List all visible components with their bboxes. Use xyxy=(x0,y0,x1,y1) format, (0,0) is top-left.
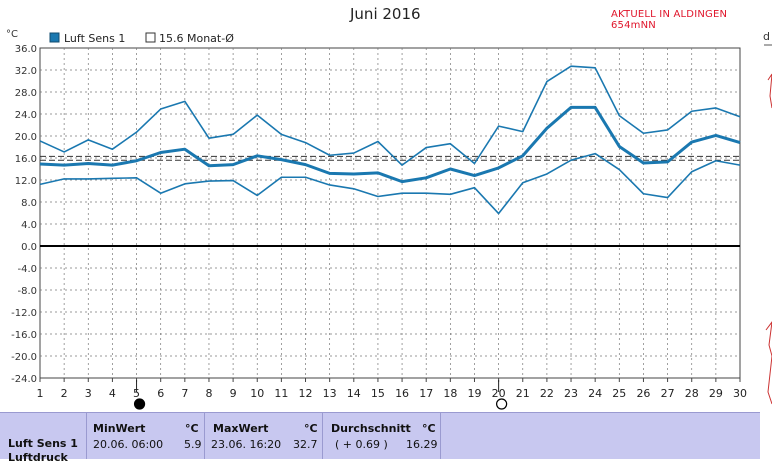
side-label: d xyxy=(763,30,770,43)
temperature-chart: 36.0 32.0 28.0 24.0 20.0 16.0 12.0 8.0 4.0 0.0 -4.… xyxy=(6,29,772,410)
max-time: 23.06. 16:20 xyxy=(211,438,282,451)
max-value: 32.7 xyxy=(293,438,318,451)
legend-label-mean: 15.6 Monat-Ø xyxy=(159,32,234,45)
y-tick-label: 0.0 xyxy=(21,242,37,253)
x-tick-label: 10 xyxy=(250,387,264,400)
x-tick-label: 27 xyxy=(661,387,675,400)
x-tick-label: 8 xyxy=(205,387,212,400)
x-tick-label: 25 xyxy=(612,387,626,400)
x-tick-label: 5 xyxy=(133,387,140,400)
min-cell: MinWert °C 20.06. 06:00 5.9 xyxy=(86,413,205,459)
x-tick-label: 4 xyxy=(109,387,116,400)
stats-sensor-name: Luft Sens 1 xyxy=(8,437,78,450)
y-tick-label: -4.0 xyxy=(17,264,37,275)
chart-title: Juni 2016 xyxy=(350,5,421,23)
x-tick-label: 29 xyxy=(709,387,723,400)
x-tick-label: 17 xyxy=(419,387,433,400)
y-unit-label: °C xyxy=(6,29,18,40)
stats-panel: Luft Sens 1 Luftdruck MinWert °C 20.06. … xyxy=(0,412,760,464)
y-tick-label: -24.0 xyxy=(11,374,37,385)
x-tick-label: 19 xyxy=(467,387,481,400)
legend-swatch-mean xyxy=(145,32,156,43)
x-tick-label: 1 xyxy=(37,387,44,400)
y-tick-label: -20.0 xyxy=(11,352,37,363)
x-tick-label: 12 xyxy=(299,387,313,400)
x-tick-label: 11 xyxy=(274,387,288,400)
min-value: 5.9 xyxy=(184,438,202,451)
y-tick-label: 4.0 xyxy=(21,220,37,231)
moon-full-marker xyxy=(496,398,508,410)
x-tick-label: 15 xyxy=(371,387,385,400)
legend-swatch-series xyxy=(49,32,60,43)
x-tick-label: 26 xyxy=(636,387,650,400)
avg-value: 16.29 xyxy=(406,438,438,451)
x-tick-label: 16 xyxy=(395,387,409,400)
y-tick-label: -8.0 xyxy=(17,286,37,297)
min-title: MinWert xyxy=(93,422,146,435)
y-tick-label: 28.0 xyxy=(15,88,37,99)
x-tick-label: 28 xyxy=(685,387,699,400)
y-tick-label: -12.0 xyxy=(11,308,37,319)
y-tick-label: 36.0 xyxy=(15,44,37,55)
x-tick-label: 18 xyxy=(443,387,457,400)
max-title: MaxWert xyxy=(213,422,269,435)
y-tick-label: 24.0 xyxy=(15,110,37,121)
series-line-avg xyxy=(39,105,741,184)
max-cell: MaxWert °C 23.06. 16:20 32.7 xyxy=(204,413,323,459)
x-tick-label: 7 xyxy=(181,387,188,400)
y-tick-label: 16.0 xyxy=(15,154,37,165)
x-tick-label: 21 xyxy=(516,387,530,400)
x-tick-label: 6 xyxy=(157,387,164,400)
stats-empty-cell xyxy=(440,413,760,459)
series-line-max xyxy=(39,65,741,166)
y-tick-label: 32.0 xyxy=(15,66,37,77)
avg-delta: ( + 0.69 ) xyxy=(335,438,388,451)
min-unit: °C xyxy=(185,422,199,435)
max-unit: °C xyxy=(304,422,318,435)
x-tick-label: 23 xyxy=(564,387,578,400)
current-location-label: AKTUELL IN ALDINGEN 654mNN xyxy=(611,9,728,31)
avg-cell: Durchschnitt °C ( + 0.69 ) 16.29 xyxy=(322,413,441,459)
x-tick-label: 13 xyxy=(323,387,337,400)
series-line-min xyxy=(39,152,741,215)
x-tick-label: 9 xyxy=(230,387,237,400)
x-tick-label: 2 xyxy=(61,387,68,400)
side-pressure-trace xyxy=(765,321,772,405)
side-pressure-trace xyxy=(767,73,772,109)
legend-label-series: Luft Sens 1 xyxy=(64,32,125,45)
x-tick-label: 20 xyxy=(492,387,506,400)
x-tick-label: 22 xyxy=(540,387,554,400)
y-tick-label: 8.0 xyxy=(21,198,37,209)
avg-title: Durchschnitt xyxy=(331,422,411,435)
min-time: 20.06. 06:00 xyxy=(93,438,164,451)
x-tick-label: 3 xyxy=(85,387,92,400)
y-tick-label: 20.0 xyxy=(15,132,37,143)
x-tick-label: 30 xyxy=(733,387,747,400)
avg-unit: °C xyxy=(422,422,436,435)
y-tick-label: 12.0 xyxy=(15,176,37,187)
x-tick-label: 14 xyxy=(347,387,361,400)
plot-area xyxy=(39,47,741,379)
x-tick-label: 24 xyxy=(588,387,602,400)
y-tick-label: -16.0 xyxy=(11,330,37,341)
moon-new-marker xyxy=(133,398,146,410)
